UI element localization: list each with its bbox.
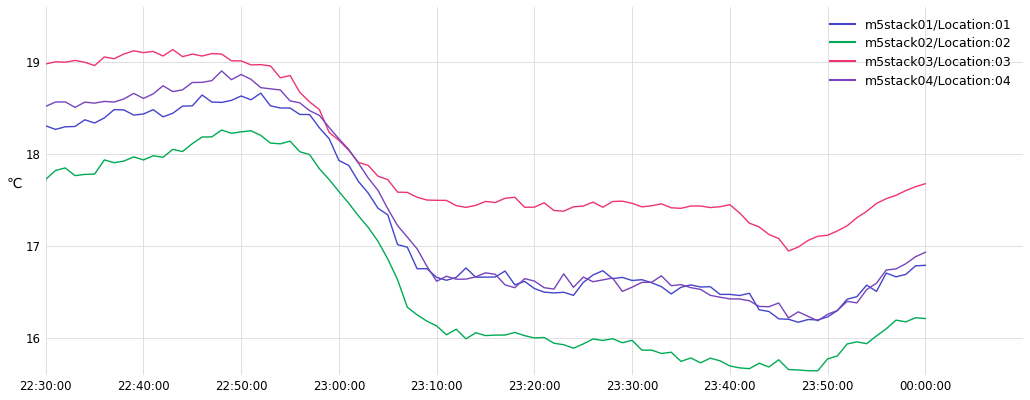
m5stack03/Location:03 <box>254 62 267 67</box>
m5stack02/Location:02 <box>909 315 922 320</box>
m5stack02/Location:02 <box>254 133 267 138</box>
m5stack01/Location:01 <box>802 317 815 322</box>
m5stack01/Location:01 <box>39 123 52 128</box>
m5stack03/Location:03 <box>909 184 922 189</box>
m5stack03/Location:03 <box>557 209 570 214</box>
m5stack01/Location:01 <box>919 263 931 268</box>
Line: m5stack02/Location:02: m5stack02/Location:02 <box>45 130 925 371</box>
Legend: m5stack01/Location:01, m5stack02/Location:02, m5stack03/Location:03, m5stack04/L: m5stack01/Location:01, m5stack02/Locatio… <box>825 13 1017 92</box>
m5stack01/Location:01 <box>274 106 286 110</box>
m5stack03/Location:03 <box>147 49 160 54</box>
m5stack04/Location:04 <box>274 88 286 92</box>
Line: m5stack04/Location:04: m5stack04/Location:04 <box>45 71 925 321</box>
m5stack02/Location:02 <box>919 316 931 321</box>
m5stack02/Location:02 <box>802 368 815 373</box>
Line: m5stack01/Location:01: m5stack01/Location:01 <box>45 93 925 322</box>
m5stack01/Location:01 <box>792 320 804 325</box>
m5stack02/Location:02 <box>792 368 804 372</box>
m5stack01/Location:01 <box>245 98 258 102</box>
m5stack01/Location:01 <box>909 264 922 268</box>
Line: m5stack03/Location:03: m5stack03/Location:03 <box>45 50 925 251</box>
m5stack04/Location:04 <box>812 318 824 323</box>
m5stack04/Location:04 <box>39 104 52 109</box>
m5stack03/Location:03 <box>919 181 931 186</box>
m5stack01/Location:01 <box>254 91 267 96</box>
m5stack04/Location:04 <box>919 250 931 255</box>
m5stack04/Location:04 <box>909 254 922 259</box>
m5stack03/Location:03 <box>802 238 815 243</box>
m5stack02/Location:02 <box>274 142 286 146</box>
m5stack04/Location:04 <box>792 310 804 314</box>
m5stack03/Location:03 <box>39 62 52 66</box>
m5stack02/Location:02 <box>39 177 52 182</box>
m5stack03/Location:03 <box>783 249 795 254</box>
m5stack04/Location:04 <box>215 68 228 73</box>
m5stack04/Location:04 <box>147 92 160 96</box>
m5stack03/Location:03 <box>274 75 286 80</box>
m5stack04/Location:04 <box>254 85 267 90</box>
m5stack01/Location:01 <box>557 290 570 295</box>
m5stack02/Location:02 <box>557 342 570 347</box>
Y-axis label: ℃: ℃ <box>7 177 23 191</box>
m5stack02/Location:02 <box>147 153 160 158</box>
m5stack02/Location:02 <box>215 128 228 132</box>
m5stack01/Location:01 <box>147 107 160 112</box>
m5stack04/Location:04 <box>557 272 570 276</box>
m5stack03/Location:03 <box>167 47 179 52</box>
